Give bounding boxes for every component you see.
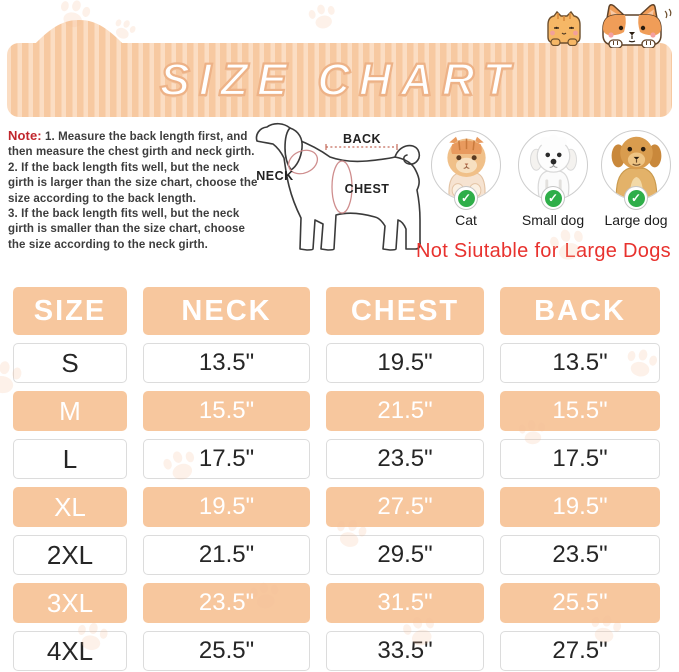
note-line: Note: 1. Measure the back length first, … <box>8 128 255 159</box>
check-icon: ✓ <box>544 189 562 207</box>
neck-measure-ellipse <box>287 149 319 175</box>
banner-background <box>7 20 672 117</box>
table-cell-back: 23.5" <box>500 535 660 575</box>
suitable-animal-small-dog: ✓ Small dog <box>508 130 598 228</box>
large-dog-photo <box>601 130 671 200</box>
chest-label: CHEST <box>345 182 390 196</box>
table-cell-chest: 19.5" <box>326 343 484 383</box>
small-dog-photo <box>518 130 588 200</box>
not-suitable-warning: Not Siutable for Large Dogs <box>416 240 671 262</box>
table-cell-back: 15.5" <box>500 391 660 431</box>
suitable-animal-large-dog: ✓ Large dog <box>591 130 679 228</box>
corgi-peek-icon <box>602 3 672 48</box>
table-cell-size: L <box>13 439 127 479</box>
table-cell-size: S <box>13 343 127 383</box>
table-cell-back: 27.5" <box>500 631 660 671</box>
table-cell-neck: 17.5" <box>143 439 310 479</box>
table-cell-chest: 31.5" <box>326 583 484 623</box>
check-badge: ✓ <box>454 186 478 210</box>
chest-measure-ellipse <box>331 160 353 214</box>
note-line: 2. If the back length fits well, but the… <box>8 161 258 205</box>
page-title: SIZE CHART <box>159 53 520 106</box>
animal-label: Large dog <box>604 212 668 228</box>
table-cell-neck: 25.5" <box>143 631 310 671</box>
table-cell-size: 2XL <box>13 535 127 575</box>
table-cell-back: 25.5" <box>500 583 660 623</box>
table-cell-neck: 23.5" <box>143 583 310 623</box>
table-cell-chest: 27.5" <box>326 487 484 527</box>
check-badge: ✓ <box>541 186 565 210</box>
table-cell-size: 3XL <box>13 583 127 623</box>
table-cell-chest: 33.5" <box>326 631 484 671</box>
column-header-size: SIZE <box>13 287 127 335</box>
table-cell-chest: 29.5" <box>326 535 484 575</box>
animal-label: Small dog <box>521 212 585 228</box>
dog-measure-diagram: BACK NECK CHEST <box>255 122 421 251</box>
dog-outline <box>255 122 421 251</box>
table-cell-size: 4XL <box>13 631 127 671</box>
table-cell-back: 17.5" <box>500 439 660 479</box>
animal-label: Cat <box>455 212 477 228</box>
cat-peek-icon <box>547 10 581 46</box>
note-label: Note: <box>8 128 42 143</box>
dog-ear <box>284 127 303 171</box>
dog-tail <box>394 144 421 165</box>
table-cell-neck: 15.5" <box>143 391 310 431</box>
check-icon: ✓ <box>457 189 475 207</box>
note-line: 3. If the back length fits well, but the… <box>8 208 246 251</box>
column-header-neck: NECK <box>143 287 310 335</box>
suitable-animal-cat: ✓ Cat <box>421 130 511 228</box>
column-header-chest: CHEST <box>326 287 484 335</box>
table-cell-chest: 21.5" <box>326 391 484 431</box>
banner-bump <box>33 20 125 46</box>
check-badge: ✓ <box>624 186 648 210</box>
table-cell-size: XL <box>13 487 127 527</box>
table-cell-neck: 19.5" <box>143 487 310 527</box>
back-label: BACK <box>343 132 381 146</box>
size-table: SIZE NECK CHEST BACK S 13.5" 19.5" 13.5"… <box>13 287 660 671</box>
table-cell-back: 19.5" <box>500 487 660 527</box>
check-icon: ✓ <box>627 189 645 207</box>
neck-label: NECK <box>256 169 293 183</box>
table-cell-neck: 21.5" <box>143 535 310 575</box>
table-cell-back: 13.5" <box>500 343 660 383</box>
table-cell-neck: 13.5" <box>143 343 310 383</box>
table-cell-chest: 23.5" <box>326 439 484 479</box>
column-header-back: BACK <box>500 287 660 335</box>
table-cell-size: M <box>13 391 127 431</box>
measurement-note: Note: 1. Measure the back length first, … <box>8 128 265 253</box>
